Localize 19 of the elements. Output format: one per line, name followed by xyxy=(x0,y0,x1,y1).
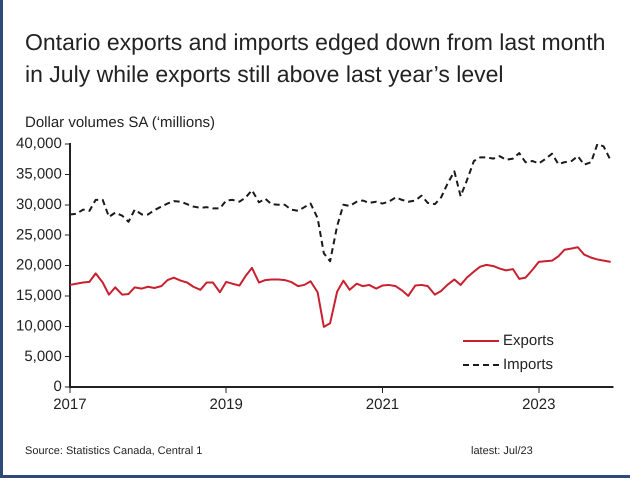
text: latest: Jul/23 xyxy=(471,445,533,457)
y-axis-title: Dollar volumes SA (‘millions) xyxy=(25,114,216,131)
y-tick-label: 5,000 xyxy=(24,348,62,365)
y-tick-label: 40,000 xyxy=(16,135,62,152)
x-tick-label: 2017 xyxy=(53,396,87,414)
y-tick-label: 30,000 xyxy=(16,196,62,213)
y-tick-label: 15,000 xyxy=(16,287,62,304)
source-note: Source: Statistics Canada, Central 1 xyxy=(25,445,202,457)
x-tick-label: 2023 xyxy=(522,396,556,414)
chart-title: Ontario exports and imports edged down from last month in July while exports still above last year’s level xyxy=(25,28,606,89)
legend-label: Exports xyxy=(503,332,554,350)
x-tick-label: 2019 xyxy=(209,396,243,414)
legend-label: Imports xyxy=(503,356,554,374)
y-tick-label: 35,000 xyxy=(16,166,62,183)
y-tick-label: 10,000 xyxy=(16,317,62,334)
y-tick-label: 20,000 xyxy=(16,256,62,274)
x-tick-label: 2021 xyxy=(366,396,400,414)
y-tick-label: 0 xyxy=(54,378,62,396)
y-tick-label: 25,000 xyxy=(16,226,62,244)
